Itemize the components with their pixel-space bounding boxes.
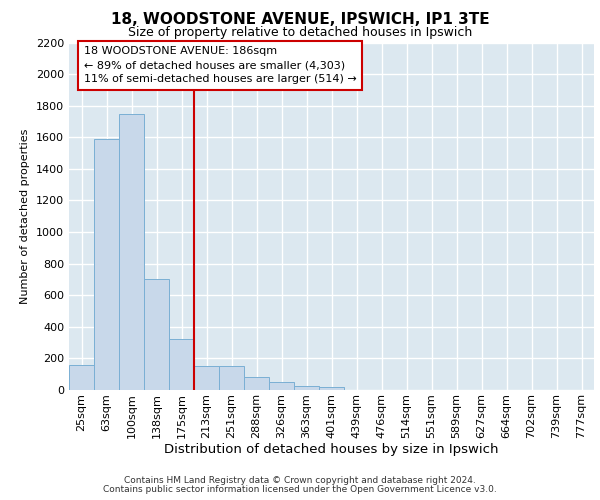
Bar: [244, 376, 269, 390]
Text: 18 WOODSTONE AVENUE: 186sqm
← 89% of detached houses are smaller (4,303)
11% of : 18 WOODSTONE AVENUE: 186sqm ← 89% of det…: [83, 46, 356, 84]
X-axis label: Distribution of detached houses by size in Ipswich: Distribution of detached houses by size …: [164, 444, 499, 456]
Text: Contains public sector information licensed under the Open Government Licence v3: Contains public sector information licen…: [103, 485, 497, 494]
Bar: [144, 280, 169, 390]
Bar: [219, 366, 244, 390]
Bar: [169, 340, 194, 390]
Text: Contains HM Land Registry data © Crown copyright and database right 2024.: Contains HM Land Registry data © Crown c…: [124, 476, 476, 485]
Bar: [319, 387, 344, 390]
Bar: [69, 364, 94, 390]
Bar: [269, 382, 294, 390]
Y-axis label: Number of detached properties: Number of detached properties: [20, 128, 31, 304]
Text: 18, WOODSTONE AVENUE, IPSWICH, IP1 3TE: 18, WOODSTONE AVENUE, IPSWICH, IP1 3TE: [110, 12, 490, 28]
Bar: [119, 114, 144, 390]
Bar: [194, 366, 219, 390]
Bar: [94, 139, 119, 390]
Bar: [294, 386, 319, 390]
Text: Size of property relative to detached houses in Ipswich: Size of property relative to detached ho…: [128, 26, 472, 39]
